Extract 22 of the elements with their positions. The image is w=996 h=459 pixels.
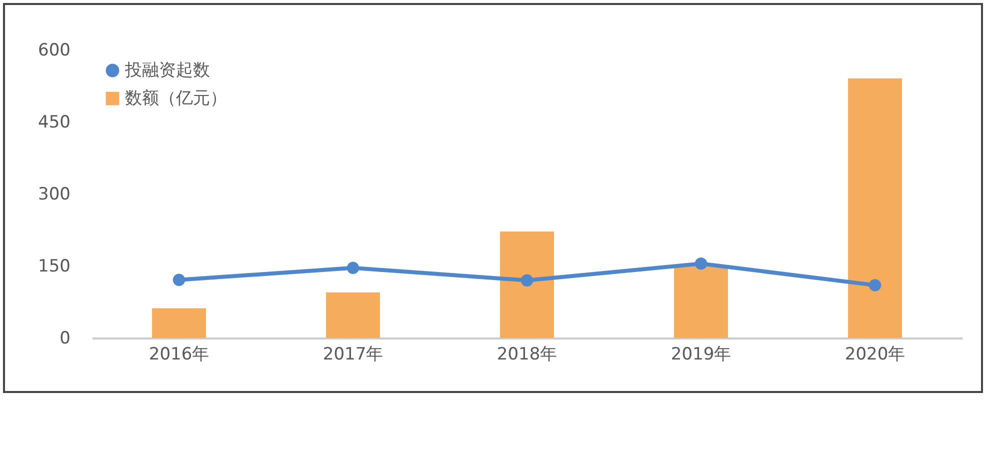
point [172,274,186,286]
legend-label: 数额（亿元） [125,88,227,108]
x-tick-label: 2017年 [322,344,384,364]
bar [674,266,728,338]
legend-label: 投融资起数 [124,60,210,80]
bar [500,231,554,338]
y-tick-label: 150 [38,256,70,276]
y-tick-label: 450 [38,112,70,132]
y-tick-label: 300 [38,184,70,204]
x-tick-label: 2016年 [148,344,210,364]
x-tick-label: 2019年 [670,344,732,364]
bar [326,292,380,338]
point [868,279,882,292]
bar [848,78,902,338]
y-tick-label: 0 [60,328,70,348]
point [346,262,360,274]
x-tick-label: 2020年 [844,344,906,364]
bar [152,308,206,338]
x-tick-label: 2018年 [496,344,558,364]
y-tick-label: 600 [38,40,70,60]
point [694,257,708,270]
point [520,274,534,287]
